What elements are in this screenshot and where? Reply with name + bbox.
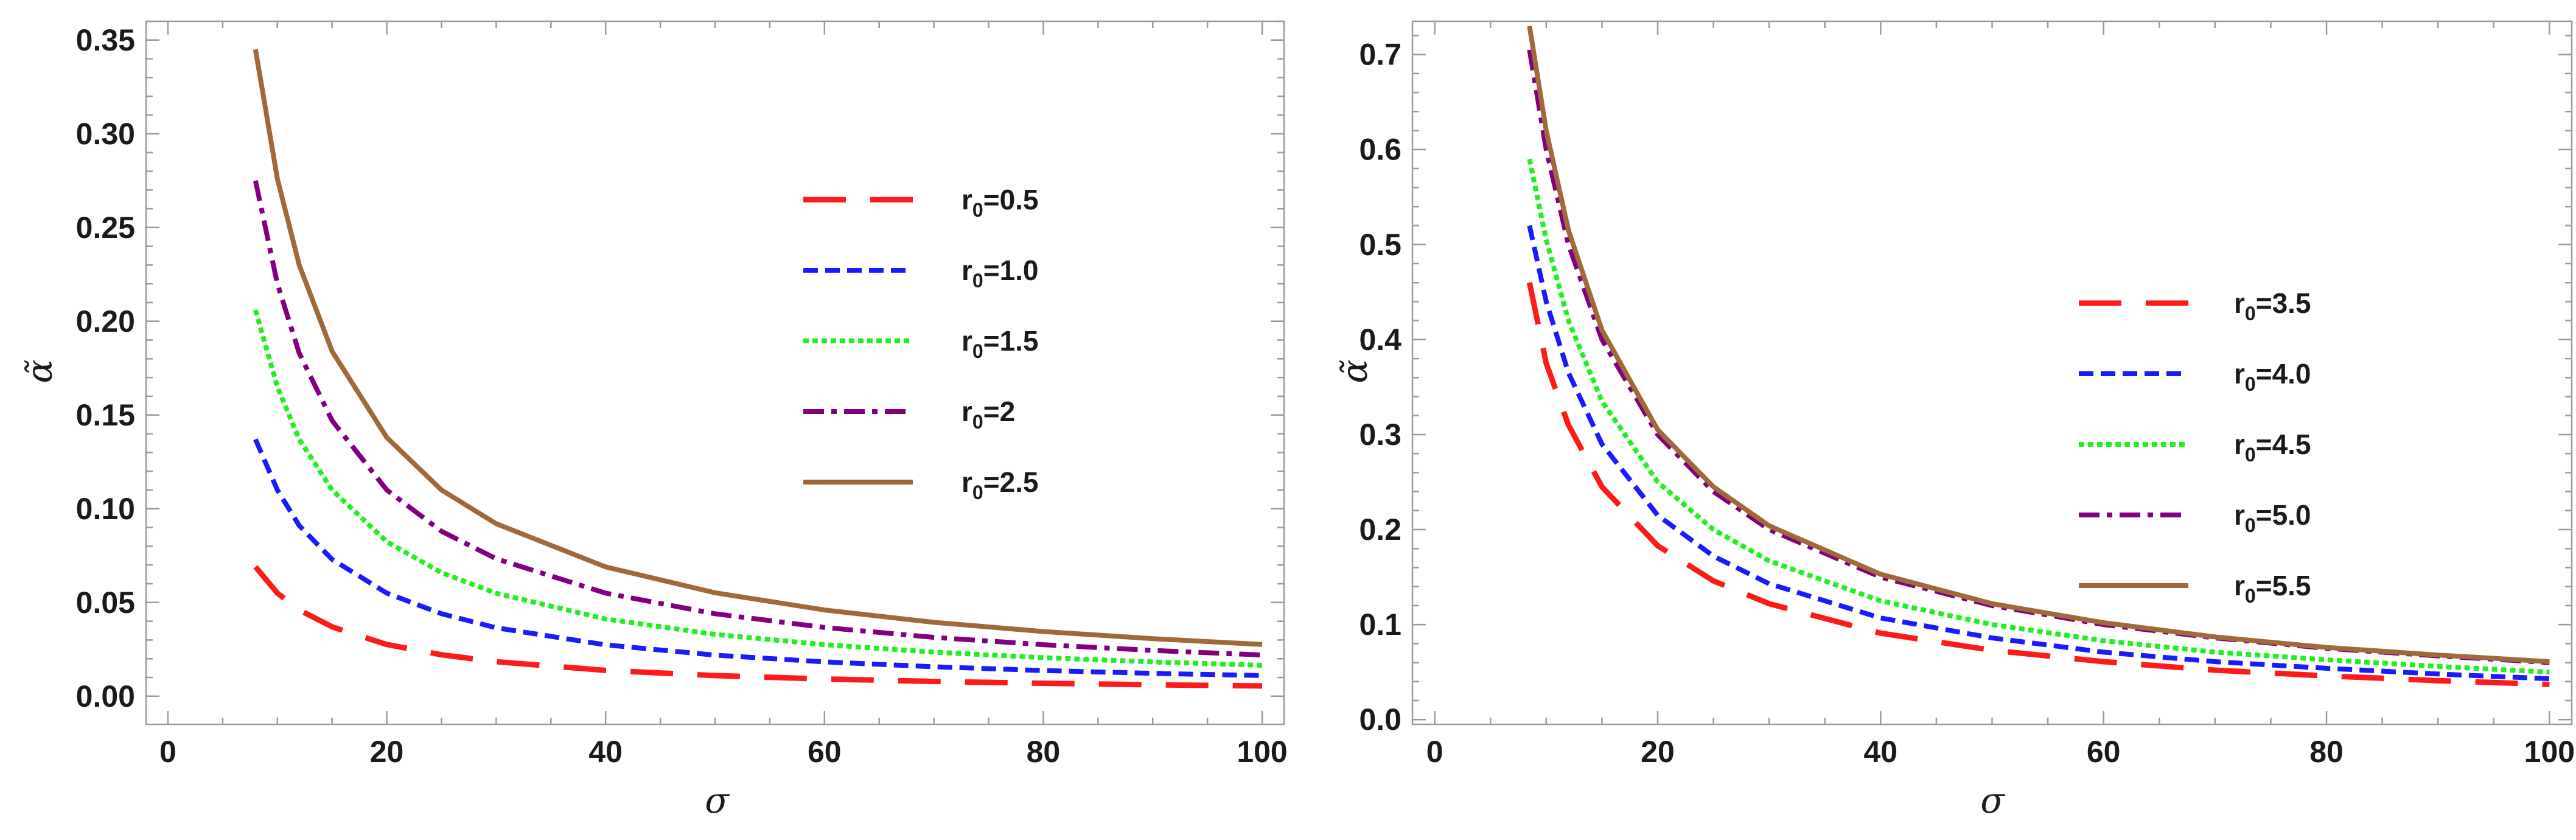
y-tick-label: 0.6: [1359, 133, 1401, 167]
legend-label: r0=2.5: [962, 466, 1039, 503]
legend-label: r0=5.0: [2234, 499, 2311, 536]
legend-label: r0=0.5: [962, 184, 1039, 221]
x-tick-label: 0: [1426, 735, 1443, 769]
series-line: [253, 49, 1263, 647]
series-line: [253, 438, 1263, 678]
series-line: [1527, 49, 2550, 665]
legend-label: r0=5.5: [2234, 570, 2311, 607]
x-tick-label: 20: [370, 735, 404, 769]
x-tick-label: 60: [2087, 735, 2121, 769]
y-tick-label: 0.30: [76, 117, 135, 151]
x-tick-label: 60: [808, 735, 842, 769]
legend-label: r0=1.0: [962, 254, 1039, 292]
x-tick-label: 80: [2309, 735, 2344, 769]
y-tick-label: 0.35: [76, 23, 135, 57]
x-tick-label: 80: [1027, 735, 1061, 769]
y-tick-label: 0.7: [1359, 38, 1401, 72]
x-tick-label: 100: [2524, 735, 2575, 769]
y-tick-label: 0.25: [76, 211, 135, 245]
y-axis-title: α̃: [19, 359, 60, 383]
x-axis-title: σ: [705, 780, 730, 821]
series-line: [253, 565, 1263, 689]
series-line: [1527, 158, 2550, 675]
series-line: [253, 180, 1263, 657]
legend-label: r0=1.5: [962, 325, 1039, 362]
y-tick-label: 0.5: [1359, 228, 1401, 262]
right-chart: 0 20 40 60 80 100 0.0 0.1 0.2 0.3 0.4 0.5 0.6 0.7 σ α̃ r…: [1334, 20, 2575, 821]
series-line: [253, 309, 1263, 668]
x-tick-label: 40: [1864, 735, 1898, 769]
y-tick-label: 0.00: [76, 679, 135, 713]
y-tick-label: 0.4: [1359, 323, 1401, 357]
left-chart: 0 20 40 60 80 100 0.00 0.05 0.10 0.15 0.20 0.25 0.30…: [19, 20, 1288, 821]
x-axis-title: σ: [1980, 780, 2005, 821]
series-line: [1527, 225, 2550, 682]
y-tick-label: 0.20: [76, 304, 135, 338]
x-tick-label: 100: [1237, 735, 1287, 769]
legend-label: r0=3.5: [2234, 287, 2311, 324]
legend-label: r0=4.0: [2234, 358, 2311, 395]
y-axis-title: α̃: [1334, 359, 1375, 383]
y-tick-label: 0.15: [76, 398, 135, 432]
y-tick-label: 0.2: [1359, 513, 1401, 547]
plot-frame: [1411, 20, 2573, 726]
series-line: [1526, 282, 2550, 687]
legend-label: r0=2: [962, 396, 1015, 433]
x-tick-label: 0: [159, 735, 176, 769]
y-tick-label: 0.3: [1359, 418, 1401, 452]
y-tick-label: 0.10: [76, 492, 135, 526]
y-tick-label: 0.0: [1359, 702, 1401, 737]
x-tick-label: 20: [1641, 735, 1675, 769]
y-tick-label: 0.1: [1359, 607, 1401, 642]
series-line: [1527, 26, 2550, 664]
legend-label: r0=4.5: [2234, 429, 2311, 466]
y-tick-label: 0.05: [76, 586, 135, 620]
x-tick-label: 40: [588, 735, 623, 769]
